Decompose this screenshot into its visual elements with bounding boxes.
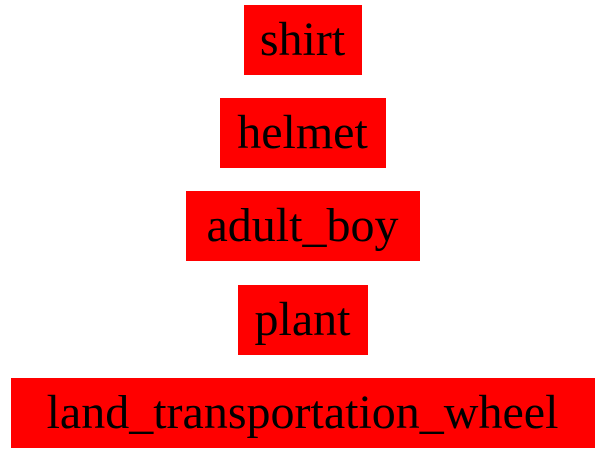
label-helmet: helmet <box>219 98 386 168</box>
label-land-transportation-wheel: land_transportation_wheel <box>10 378 595 448</box>
label-shirt: shirt <box>243 5 362 75</box>
label-plant: plant <box>237 285 368 355</box>
label-adult-boy: adult_boy <box>185 191 420 261</box>
